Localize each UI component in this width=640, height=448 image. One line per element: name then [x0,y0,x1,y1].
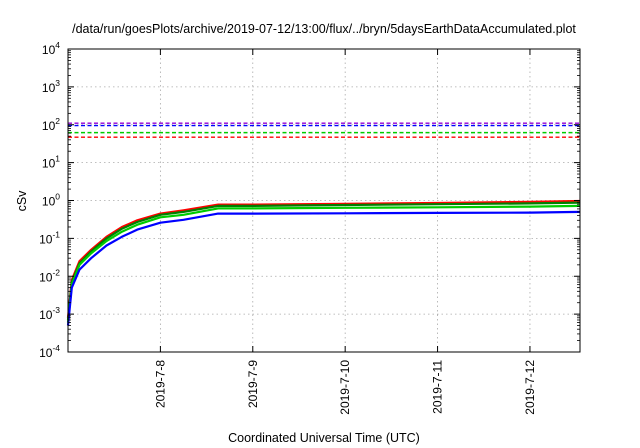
axes [67,48,581,353]
threshold-lines [68,122,580,138]
x-tick-label: 2019-7-9 [246,360,260,408]
x-tick-label: 2019-7-8 [153,360,167,408]
x-tick-label: 2019-7-10 [338,360,352,415]
y-tick-label: 103 [42,78,60,95]
grid-lines [68,49,580,352]
x-tick-labels: 2019-7-8 2019-7-9 2019-7-10 2019-7-11 2019-7… [153,360,537,415]
y-tick-label: 10-2 [39,267,60,284]
series-line [66,204,581,323]
x-tick-label: 2019-7-12 [523,360,537,415]
y-tick-label: 10-3 [39,305,60,322]
plot-frame [67,48,581,353]
y-tick-label: 10-4 [39,343,60,360]
y-tick-label: 104 [42,40,60,57]
series-line [66,199,581,318]
series-lines [66,199,581,326]
y-tick-label: 100 [42,192,60,209]
y-tick-labels: 10-4 10-3 10-2 10-1 100 101 102 103 104 [39,40,60,360]
y-tick-label: 102 [42,116,60,133]
y-tick-label: 10-1 [39,229,60,246]
y-axis-label: cSv [15,190,29,212]
series-line [66,201,581,321]
x-axis-label: Coordinated Universal Time (UTC) [228,431,420,445]
y-tick-label: 101 [42,154,60,171]
chart-title: /data/run/goesPlots/archive/2019-07-12/1… [72,22,576,36]
series-line [66,210,581,326]
x-tick-label: 2019-7-11 [431,360,445,414]
